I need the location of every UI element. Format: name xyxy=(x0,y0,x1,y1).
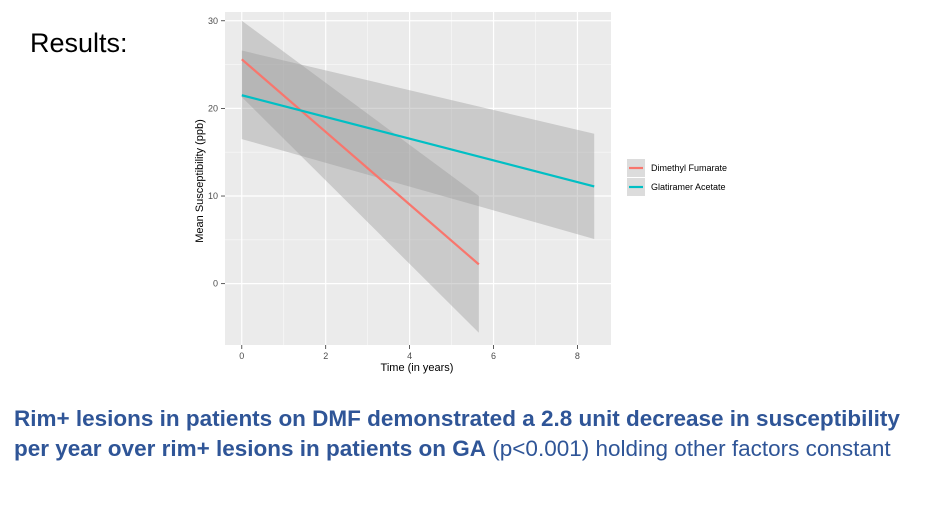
x-tick-label: 0 xyxy=(239,351,244,361)
x-axis: 0 2 4 6 8 xyxy=(239,345,580,361)
conclusion-bold-text: Rim+ lesions in patients on DMF demonstr… xyxy=(14,406,900,461)
line-glatiramer-acetate xyxy=(241,94,595,188)
conclusion-text: Rim+ lesions in patients on DMF demonstr… xyxy=(14,404,929,464)
ribbon-glatiramer-acetate xyxy=(241,50,595,239)
regression-lines xyxy=(241,58,595,266)
x-tick-label: 2 xyxy=(323,351,328,361)
confidence-ribbons xyxy=(241,20,595,333)
minor-gridlines xyxy=(225,12,611,345)
x-tick-label: 8 xyxy=(575,351,580,361)
slide-heading: Results: xyxy=(30,28,128,58)
x-axis-label: Time (in years) xyxy=(381,362,454,374)
line-dimethyl-fumarate xyxy=(241,58,480,266)
plot-panel xyxy=(225,12,611,345)
conclusion-normal-text: (p<0.001) holding other factors constant xyxy=(486,436,891,461)
y-tick-label: 30 xyxy=(208,16,218,26)
legend-label-dimethyl-fumarate: Dimethyl Fumarate xyxy=(651,163,727,173)
x-tick-label: 4 xyxy=(407,351,412,361)
y-tick-label: 10 xyxy=(208,191,218,201)
x-tick-label: 6 xyxy=(491,351,496,361)
y-tick-label: 0 xyxy=(213,279,218,289)
legend-label-glatiramer-acetate: Glatiramer Acetate xyxy=(651,182,726,192)
regression-chart: 0 2 4 6 8 0 10 20 30 Time (in years) Mean Susce… xyxy=(194,12,727,374)
ribbon-dimethyl-fumarate xyxy=(241,20,479,333)
chart-legend: Dimethyl Fumarate Glatiramer Acetate xyxy=(627,159,727,196)
y-axis-label: Mean Susceptibility (ppb) xyxy=(194,119,206,243)
y-tick-label: 20 xyxy=(208,103,218,113)
y-axis: 0 10 20 30 xyxy=(208,16,225,289)
